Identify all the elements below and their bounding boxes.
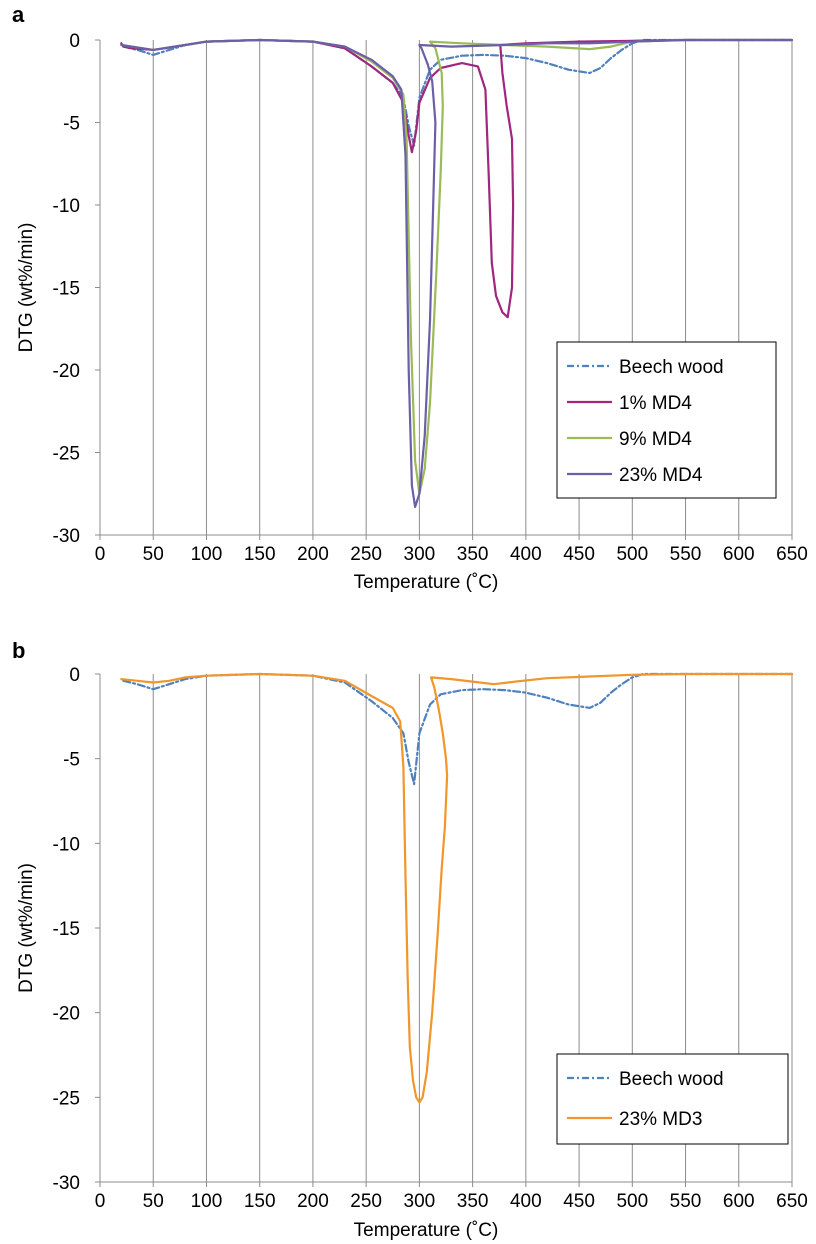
y-tick-label: -30 <box>53 1173 80 1194</box>
x-tick-label: 600 <box>723 1191 755 1212</box>
legend-label: 1% MD4 <box>619 393 692 414</box>
x-tick-label: 500 <box>616 544 648 565</box>
x-tick-label: 650 <box>776 1191 808 1212</box>
y-tick-label: -25 <box>53 1088 80 1109</box>
x-tick-label: 500 <box>616 1191 648 1212</box>
x-tick-label: 0 <box>95 544 106 565</box>
x-tick-label: 0 <box>95 1191 106 1212</box>
y-tick-label: -10 <box>53 834 80 855</box>
series-line <box>120 672 794 1104</box>
x-tick-label: 300 <box>404 1191 436 1212</box>
x-tick-label: 150 <box>244 1191 276 1212</box>
legend-label: Beech wood <box>619 1069 724 1090</box>
x-tick-label: 50 <box>143 1191 164 1212</box>
x-tick-label: 650 <box>776 544 808 565</box>
legend-label: 23% MD3 <box>619 1109 702 1130</box>
y-tick-label: -20 <box>53 1004 80 1025</box>
panel-label: a <box>12 2 25 27</box>
x-tick-label: 100 <box>191 1191 223 1212</box>
legend-box <box>556 341 777 499</box>
y-tick-label: -30 <box>53 526 80 547</box>
x-tick-label: 450 <box>563 1191 595 1212</box>
x-tick-label: 300 <box>404 544 436 565</box>
x-tick-label: 600 <box>723 544 755 565</box>
y-tick-label: 0 <box>69 665 80 686</box>
panel-b-chart: b 0 -5 -10 -15 -20 -25 -30 0 50 100 150 200 250 300 350… <box>12 638 808 1241</box>
x-tick-label: 100 <box>191 544 223 565</box>
x-axis-title: Temperature (˚C) <box>354 572 499 593</box>
y-axis-title: DTG (wt%/min) <box>16 223 37 353</box>
y-tick-label: -20 <box>53 361 80 382</box>
panel-a-chart: a 0 -5 -10 -15 -20 -25 -30 0 50 100 150 200 250 300 350… <box>12 2 808 593</box>
legend-label: 9% MD4 <box>619 429 692 450</box>
y-tick-label: -5 <box>63 750 80 771</box>
y-axis-title: DTG (wt%/min) <box>16 863 37 993</box>
x-tick-label: 50 <box>143 544 164 565</box>
y-tick-label: -15 <box>53 919 80 940</box>
x-tick-label: 200 <box>297 544 329 565</box>
y-tick-label: 0 <box>69 31 80 52</box>
x-tick-label: 400 <box>510 1191 542 1212</box>
series-line <box>122 672 794 786</box>
x-tick-label: 200 <box>297 1191 329 1212</box>
x-axis-title: Temperature (˚C) <box>354 1220 499 1241</box>
y-tick-label: -10 <box>53 196 80 217</box>
series-line <box>120 38 794 508</box>
legend-box <box>556 1053 789 1145</box>
y-tick-label: -25 <box>53 444 80 465</box>
panel-label: b <box>12 638 25 663</box>
x-tick-label: 150 <box>244 544 276 565</box>
x-tick-label: 350 <box>457 544 489 565</box>
series-line <box>122 38 794 147</box>
legend-label: 23% MD4 <box>619 465 703 486</box>
x-tick-label: 350 <box>457 1191 489 1212</box>
x-tick-label: 250 <box>350 1191 382 1212</box>
y-tick-label: -5 <box>63 114 80 135</box>
x-tick-label: 550 <box>670 544 702 565</box>
y-tick-label: -15 <box>53 279 80 300</box>
legend-label: Beech wood <box>619 357 724 378</box>
series-line <box>120 38 794 319</box>
x-tick-label: 250 <box>350 544 382 565</box>
x-tick-label: 550 <box>670 1191 702 1212</box>
x-tick-label: 450 <box>563 544 595 565</box>
x-tick-label: 400 <box>510 544 542 565</box>
